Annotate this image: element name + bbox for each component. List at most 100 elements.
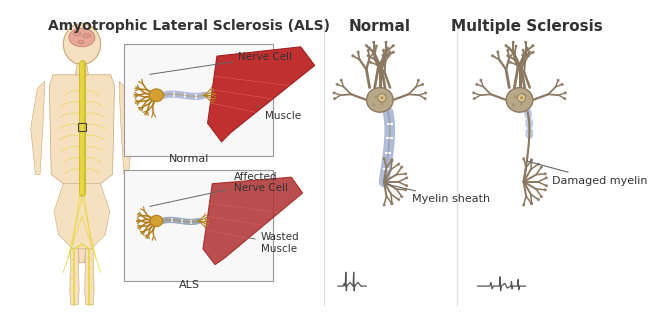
Ellipse shape: [496, 50, 500, 53]
Ellipse shape: [390, 159, 393, 162]
Ellipse shape: [520, 96, 523, 99]
Ellipse shape: [473, 97, 476, 100]
Ellipse shape: [375, 44, 378, 47]
Ellipse shape: [514, 44, 517, 47]
Ellipse shape: [383, 204, 385, 207]
Ellipse shape: [404, 172, 407, 175]
Text: Multiple Sclerosis: Multiple Sclerosis: [451, 19, 603, 34]
Ellipse shape: [544, 188, 547, 191]
Ellipse shape: [372, 41, 375, 44]
Ellipse shape: [537, 198, 540, 201]
Ellipse shape: [400, 195, 403, 198]
Polygon shape: [70, 249, 79, 305]
Ellipse shape: [366, 49, 370, 52]
Ellipse shape: [517, 94, 525, 102]
Ellipse shape: [390, 202, 393, 205]
Polygon shape: [50, 75, 114, 263]
Ellipse shape: [78, 40, 84, 44]
Ellipse shape: [73, 32, 81, 36]
Ellipse shape: [528, 50, 531, 53]
Ellipse shape: [544, 172, 547, 175]
Ellipse shape: [531, 44, 535, 47]
Ellipse shape: [504, 44, 508, 47]
Ellipse shape: [335, 83, 339, 86]
Ellipse shape: [522, 204, 525, 207]
Ellipse shape: [397, 198, 401, 201]
Ellipse shape: [366, 54, 370, 57]
Ellipse shape: [82, 33, 91, 38]
FancyBboxPatch shape: [124, 44, 273, 156]
Ellipse shape: [564, 91, 567, 94]
Text: Affected
Nerve Cell: Affected Nerve Cell: [150, 172, 288, 207]
Polygon shape: [54, 184, 110, 249]
Ellipse shape: [383, 157, 385, 160]
Ellipse shape: [382, 49, 385, 52]
Ellipse shape: [424, 91, 427, 94]
Ellipse shape: [392, 51, 395, 54]
Ellipse shape: [512, 50, 515, 53]
Ellipse shape: [506, 49, 510, 52]
Polygon shape: [203, 177, 302, 265]
Ellipse shape: [333, 97, 336, 100]
Ellipse shape: [391, 159, 393, 162]
Text: Wasted
Muscle: Wasted Muscle: [249, 232, 299, 254]
Ellipse shape: [372, 104, 376, 107]
Ellipse shape: [520, 103, 523, 106]
Ellipse shape: [392, 44, 395, 47]
Ellipse shape: [540, 165, 543, 169]
Ellipse shape: [380, 103, 383, 106]
Polygon shape: [84, 249, 94, 305]
Ellipse shape: [556, 79, 560, 82]
Ellipse shape: [513, 57, 515, 60]
Ellipse shape: [381, 53, 385, 57]
Ellipse shape: [378, 98, 381, 102]
Ellipse shape: [374, 95, 378, 98]
Ellipse shape: [530, 202, 533, 205]
Text: Damaged myelin: Damaged myelin: [527, 161, 647, 186]
Text: Amyotrophic Lateral Sclerosis (ALS): Amyotrophic Lateral Sclerosis (ALS): [48, 19, 330, 33]
Ellipse shape: [356, 50, 360, 53]
Ellipse shape: [387, 54, 391, 57]
Ellipse shape: [378, 94, 386, 102]
Text: Myelin sheath: Myelin sheath: [387, 184, 490, 204]
FancyBboxPatch shape: [124, 170, 273, 282]
Ellipse shape: [63, 24, 100, 64]
Polygon shape: [208, 47, 315, 142]
Ellipse shape: [525, 46, 529, 49]
Ellipse shape: [421, 83, 424, 86]
Ellipse shape: [69, 28, 95, 47]
Ellipse shape: [561, 83, 564, 86]
Ellipse shape: [365, 44, 368, 47]
Ellipse shape: [373, 57, 376, 60]
Ellipse shape: [397, 163, 401, 166]
Ellipse shape: [527, 54, 530, 57]
Text: Muscle: Muscle: [257, 106, 302, 121]
Ellipse shape: [372, 50, 375, 53]
Ellipse shape: [518, 98, 521, 102]
Ellipse shape: [386, 46, 389, 49]
Ellipse shape: [385, 41, 387, 44]
Ellipse shape: [340, 79, 343, 82]
Ellipse shape: [417, 79, 420, 82]
Ellipse shape: [479, 79, 482, 82]
Ellipse shape: [472, 91, 475, 94]
Ellipse shape: [149, 89, 164, 102]
Ellipse shape: [537, 163, 540, 166]
Ellipse shape: [521, 53, 524, 57]
Polygon shape: [31, 81, 45, 174]
Ellipse shape: [368, 46, 371, 49]
Ellipse shape: [545, 184, 548, 187]
Text: ALS: ALS: [178, 280, 199, 290]
Ellipse shape: [388, 50, 391, 53]
Ellipse shape: [373, 50, 376, 53]
Text: Normal: Normal: [169, 154, 209, 164]
Ellipse shape: [400, 165, 403, 169]
Text: Normal: Normal: [349, 19, 411, 34]
Polygon shape: [75, 64, 88, 75]
Ellipse shape: [513, 50, 515, 53]
Ellipse shape: [531, 51, 535, 54]
Ellipse shape: [514, 95, 517, 98]
Ellipse shape: [530, 159, 533, 162]
Ellipse shape: [506, 88, 533, 112]
Ellipse shape: [540, 195, 543, 198]
